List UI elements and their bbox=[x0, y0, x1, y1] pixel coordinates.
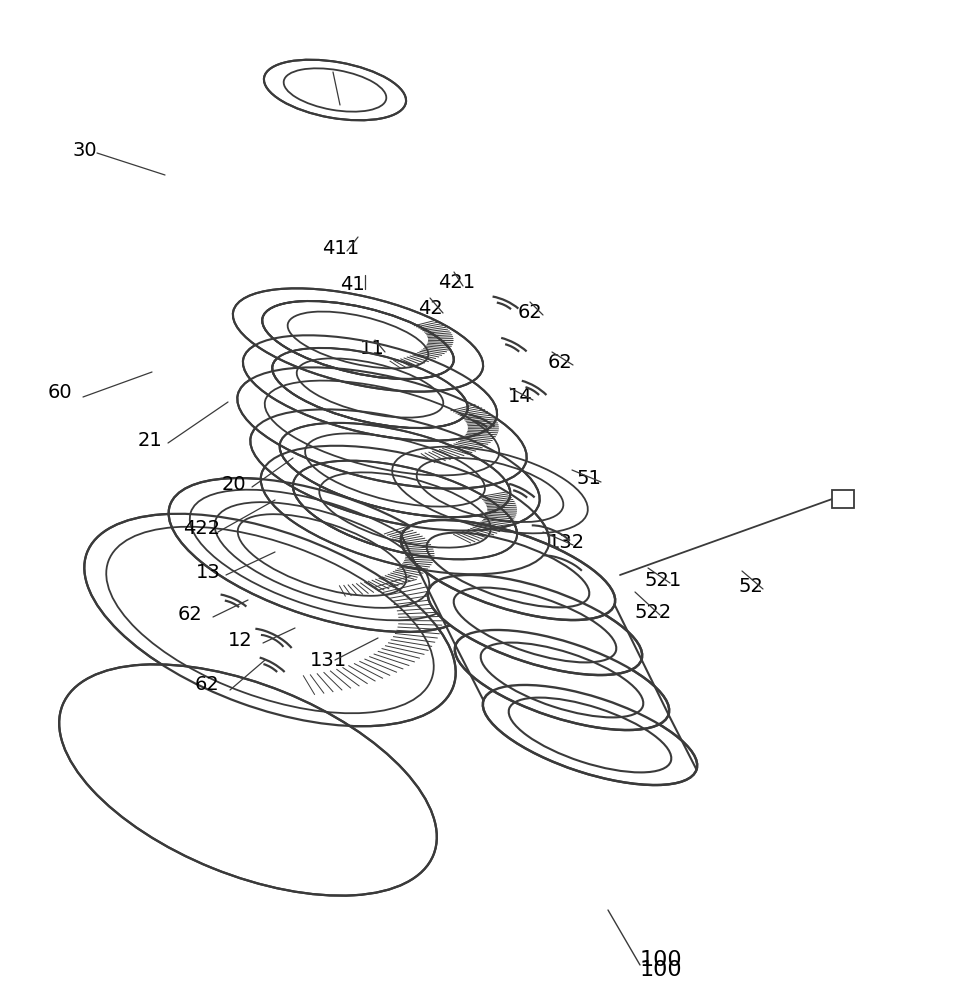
Text: 62: 62 bbox=[518, 302, 543, 322]
Ellipse shape bbox=[238, 367, 527, 489]
Ellipse shape bbox=[428, 575, 642, 675]
Ellipse shape bbox=[264, 60, 406, 120]
Text: 522: 522 bbox=[635, 602, 672, 621]
Text: 30: 30 bbox=[72, 140, 96, 159]
Text: 521: 521 bbox=[645, 570, 682, 589]
Ellipse shape bbox=[250, 409, 540, 531]
Text: 52: 52 bbox=[738, 576, 763, 595]
Ellipse shape bbox=[280, 423, 510, 517]
Text: 62: 62 bbox=[548, 353, 573, 371]
Text: 100: 100 bbox=[640, 960, 683, 980]
Text: 411: 411 bbox=[322, 238, 359, 257]
Text: 12: 12 bbox=[228, 631, 252, 650]
Text: 41: 41 bbox=[340, 275, 364, 294]
Text: 60: 60 bbox=[48, 383, 73, 402]
Text: 14: 14 bbox=[508, 387, 533, 406]
Text: 13: 13 bbox=[196, 562, 221, 582]
Ellipse shape bbox=[293, 461, 517, 559]
Text: 42: 42 bbox=[418, 298, 443, 318]
Text: 51: 51 bbox=[576, 468, 601, 488]
FancyBboxPatch shape bbox=[832, 490, 854, 508]
Text: 422: 422 bbox=[183, 518, 220, 538]
Ellipse shape bbox=[59, 664, 436, 896]
Text: 131: 131 bbox=[310, 650, 347, 670]
Text: 61: 61 bbox=[308, 58, 333, 78]
Ellipse shape bbox=[262, 301, 454, 379]
Text: 132: 132 bbox=[548, 532, 585, 552]
Text: 421: 421 bbox=[438, 272, 475, 292]
Ellipse shape bbox=[455, 630, 669, 730]
Ellipse shape bbox=[233, 288, 483, 392]
Ellipse shape bbox=[401, 520, 616, 620]
Ellipse shape bbox=[85, 514, 456, 726]
Text: 20: 20 bbox=[222, 475, 246, 493]
Text: 11: 11 bbox=[360, 338, 385, 358]
Ellipse shape bbox=[169, 478, 475, 632]
Text: 100: 100 bbox=[640, 950, 683, 970]
Text: 21: 21 bbox=[138, 430, 163, 450]
Ellipse shape bbox=[273, 348, 468, 428]
Ellipse shape bbox=[243, 335, 497, 441]
Ellipse shape bbox=[261, 446, 549, 574]
Ellipse shape bbox=[483, 685, 697, 785]
Text: 62: 62 bbox=[195, 676, 220, 694]
Text: 62: 62 bbox=[178, 605, 203, 624]
